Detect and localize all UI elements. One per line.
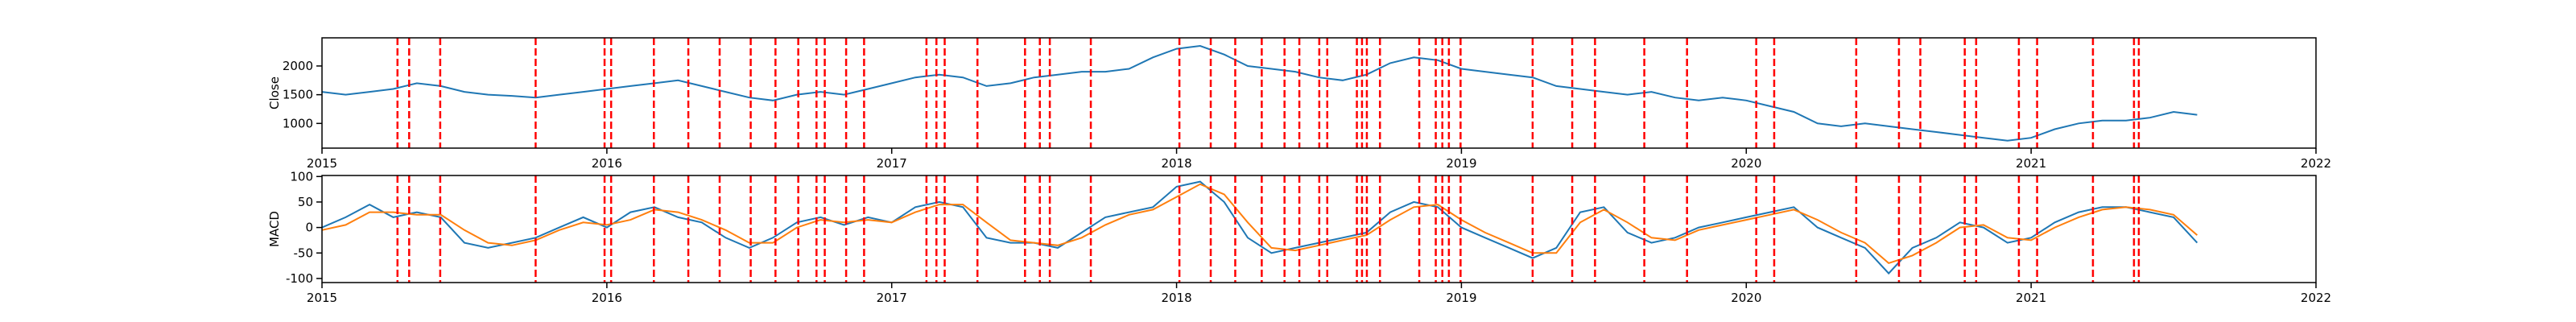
y-tick-label: -100 (286, 271, 313, 286)
x-tick-label: 2017 (877, 291, 907, 305)
y-tick-label: -50 (294, 246, 314, 260)
y-axis-label: Close (267, 76, 282, 109)
x-tick-label: 2015 (307, 156, 337, 171)
series-line (321, 180, 2198, 275)
x-tick-label: 2021 (2016, 156, 2046, 171)
y-tick-label: 0 (305, 221, 313, 235)
x-tick-label: 2019 (1446, 291, 1476, 305)
y-tick-label: 1000 (283, 116, 313, 130)
x-tick-label: 2016 (592, 156, 622, 171)
y-tick-label: 50 (298, 195, 313, 209)
x-tick-label: 2018 (1161, 156, 1191, 171)
axes-frame (321, 37, 2317, 149)
series-line (321, 183, 2198, 265)
axes-frame (321, 175, 2317, 283)
y-tick-label: 2000 (283, 59, 313, 73)
y-tick-label: 1500 (283, 88, 313, 102)
x-tick-label: 2021 (2016, 291, 2046, 305)
x-tick-label: 2018 (1161, 291, 1191, 305)
x-tick-label: 2015 (307, 291, 337, 305)
x-tick-label: 2020 (1731, 156, 1761, 171)
series-line (321, 44, 2198, 142)
x-tick-label: 2022 (2301, 291, 2331, 305)
y-axis-label: MACD (267, 211, 282, 247)
x-tick-label: 2020 (1731, 291, 1761, 305)
x-tick-label: 2019 (1446, 156, 1476, 171)
y-tick-label: 100 (290, 169, 313, 184)
x-tick-label: 2017 (877, 156, 907, 171)
x-tick-label: 2016 (592, 291, 622, 305)
x-tick-label: 2022 (2301, 156, 2331, 171)
